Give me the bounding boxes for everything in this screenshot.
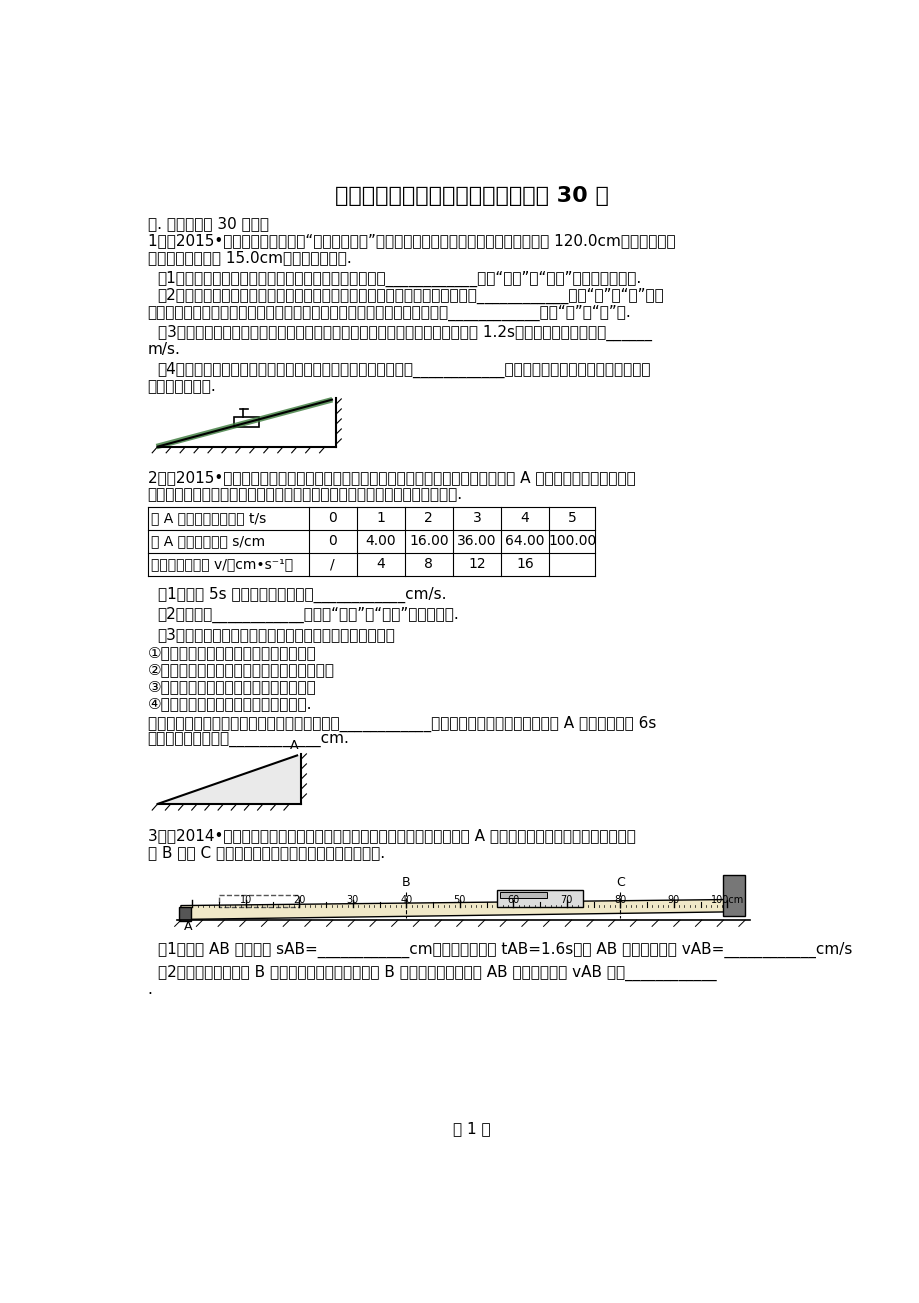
Text: （2）斜面倾角不变时，小车由静止释放，小车通过的路程越长，其平均速度越____________（填“大”或“小”）；: （2）斜面倾角不变时，小车由静止释放，小车通过的路程越长，其平均速度越_____… (157, 288, 664, 304)
Text: 0: 0 (328, 511, 336, 525)
Text: 1．（2015•乌鲁木齐）如图，在“测量平均速度”的实验中，提供的实验器材有：木板（长为 120.0cm，底端有金属: 1．（2015•乌鲁木齐）如图，在“测量平均速度”的实验中，提供的实验器材有：木… (147, 233, 675, 249)
Text: （2）在测量小车到达 B 点的时间时，如果小车过了 B 点才停止记时，测得 AB 段的平均速度 vAB 会偏____________: （2）在测量小车到达 B 点的时间时，如果小车过了 B 点才停止记时，测得 AB… (157, 964, 716, 981)
Text: ④物块的平均速度与通过的路程成正比.: ④物块的平均速度与通过的路程成正比. (147, 696, 312, 711)
Bar (722, 874, 744, 916)
Text: m/s.: m/s. (147, 341, 180, 357)
Text: 从 A 点开始的路程 s/cm: 从 A 点开始的路程 s/cm (151, 534, 265, 549)
Text: 4: 4 (520, 511, 528, 525)
Text: 0: 0 (328, 534, 336, 549)
Text: 3．（2014•河南）如图在斜面上测量小车运动的平均速度．让小车从斜面 A 点由静止开始下滑，分别测出小车到: 3．（2014•河南）如图在斜面上测量小车运动的平均速度．让小车从斜面 A 点由… (147, 829, 635, 843)
Text: 4: 4 (376, 558, 385, 572)
Text: 20: 20 (293, 895, 305, 904)
Text: 60: 60 (506, 895, 519, 904)
Text: 16.00: 16.00 (409, 534, 448, 549)
Bar (234, 417, 259, 427)
Text: 50: 50 (453, 895, 466, 904)
Text: （4）若保持斜面倾角不变，利用本实验提供的器材最多可测出____________组小车由静止释放到撞击金属挡板过: （4）若保持斜面倾角不变，利用本实验提供的器材最多可测出____________… (157, 362, 651, 378)
Bar (499, 891, 546, 898)
Text: 第 1 页: 第 1 页 (452, 1121, 490, 1136)
Text: 16: 16 (516, 558, 533, 572)
Text: 4.00: 4.00 (365, 534, 396, 549)
Text: B: B (402, 876, 410, 889)
Text: 1: 1 (376, 511, 385, 525)
Text: 2．（2015•淮安）为研究小物块在足够长斜面上的运动规律，小物块每次均从斜面上 A 点由静止释放，沿斜面向: 2．（2015•淮安）为研究小物块在足够长斜面上的运动规律，小物块每次均从斜面上… (147, 470, 635, 485)
Text: ②物块通过的路程与所用的时间平方成正比；: ②物块通过的路程与所用的时间平方成正比； (147, 662, 335, 678)
Text: 70: 70 (560, 895, 573, 904)
Polygon shape (181, 899, 738, 920)
Text: 时间内通过的路程为____________cm.: 时间内通过的路程为____________cm. (147, 734, 349, 748)
Polygon shape (157, 756, 301, 804)
Text: ③物块的平均速度与所用的时间成正比；: ③物块的平均速度与所用的时间成正比； (147, 679, 316, 694)
Text: 30: 30 (346, 895, 358, 904)
Text: 从 A 点开始计时的时间 t/s: 从 A 点开始计时的时间 t/s (151, 511, 266, 525)
Text: A: A (289, 739, 299, 752)
Text: 根据表格中的数据，你认为上述猜想中正确的是____________（选填序号），并推测：物块自 A 点开始计时的 6s: 根据表格中的数据，你认为上述猜想中正确的是____________（选填序号），… (147, 717, 655, 732)
Bar (497, 890, 583, 907)
Text: 10: 10 (240, 895, 252, 904)
Text: 80: 80 (614, 895, 626, 904)
Text: 12: 12 (468, 558, 485, 572)
Text: 下运动，利用秒表和刻度尺测出其运动时间和通过的路程，记录的数据如下表.: 下运动，利用秒表和刻度尺测出其运动时间和通过的路程，记录的数据如下表. (147, 487, 462, 502)
Text: （3）实验前，小萌对物块的运动情况作了以下可能猜想：: （3）实验前，小萌对物块的运动情况作了以下可能猜想： (157, 627, 395, 642)
Text: 一. 解答题（共 30 小题）: 一. 解答题（共 30 小题） (147, 216, 268, 232)
Text: 物理实验测平均速度和密度测量实验 30 题: 物理实验测平均速度和密度测量实验 30 题 (335, 185, 607, 206)
Text: （1）图中 AB 段的路程 sAB=____________cm，如果测得时间 tAB=1.6s，则 AB 段的平均速度 vAB=____________cm/: （1）图中 AB 段的路程 sAB=____________cm，如果测得时间 … (157, 942, 851, 958)
Text: 100.00: 100.00 (548, 534, 596, 549)
Text: 达 B 点和 C 点的时间，即可测出不同阶段的平均速度.: 达 B 点和 C 点的时间，即可测出不同阶段的平均速度. (147, 846, 384, 860)
Text: 90: 90 (667, 895, 679, 904)
Bar (178, 907, 191, 921)
Text: ①物块通过的路程与所用的时间成正比；: ①物块通过的路程与所用的时间成正比； (147, 645, 316, 661)
Text: .: . (147, 981, 153, 997)
Text: 2: 2 (424, 511, 433, 525)
Text: 64.00: 64.00 (505, 534, 544, 549)
Text: /: / (330, 558, 335, 572)
Text: 小车由静止释放，通过相同路程，斜面的倾角越大，小车运动的平均速度越____________（填“大”或“小”）.: 小车由静止释放，通过相同路程，斜面的倾角越大，小车运动的平均速度越_______… (147, 305, 630, 321)
Text: 40: 40 (400, 895, 412, 904)
Text: （1）实验时应保持斜面的倾角较小，这是为了减小测量____________（填“路程”或“时间”）时造成的误差.: （1）实验时应保持斜面的倾角较小，这是为了减小测量____________（填“… (157, 270, 641, 287)
Text: 100cm: 100cm (709, 895, 743, 904)
Text: 8: 8 (424, 558, 433, 572)
Text: 36.00: 36.00 (457, 534, 496, 549)
Text: （1）物块 5s 时间内的平均速度为____________cm/s.: （1）物块 5s 时间内的平均速度为____________cm/s. (157, 586, 446, 603)
Text: 5: 5 (567, 511, 576, 525)
Text: 程中的平均速度.: 程中的平均速度. (147, 379, 216, 394)
Text: 挡板）、小车（长 15.0cm）、秒表、木块.: 挡板）、小车（长 15.0cm）、秒表、木块. (147, 250, 351, 266)
Text: 3: 3 (472, 511, 481, 525)
Text: （2）物块做____________（选填“匀速”或“变速”）直线运动.: （2）物块做____________（选填“匀速”或“变速”）直线运动. (157, 607, 459, 623)
Bar (219, 895, 299, 907)
Text: 相应的平均速度 v/（cm•s⁻¹）: 相应的平均速度 v/（cm•s⁻¹） (151, 558, 292, 572)
Text: （3）一次实验中，小华测得小车从静止开始运动到两个车长的距离所用时间为 1.2s，则小车的平均速度为______: （3）一次实验中，小华测得小车从静止开始运动到两个车长的距离所用时间为 1.2s… (157, 324, 651, 341)
Text: A: A (184, 920, 193, 933)
Text: C: C (615, 876, 624, 889)
